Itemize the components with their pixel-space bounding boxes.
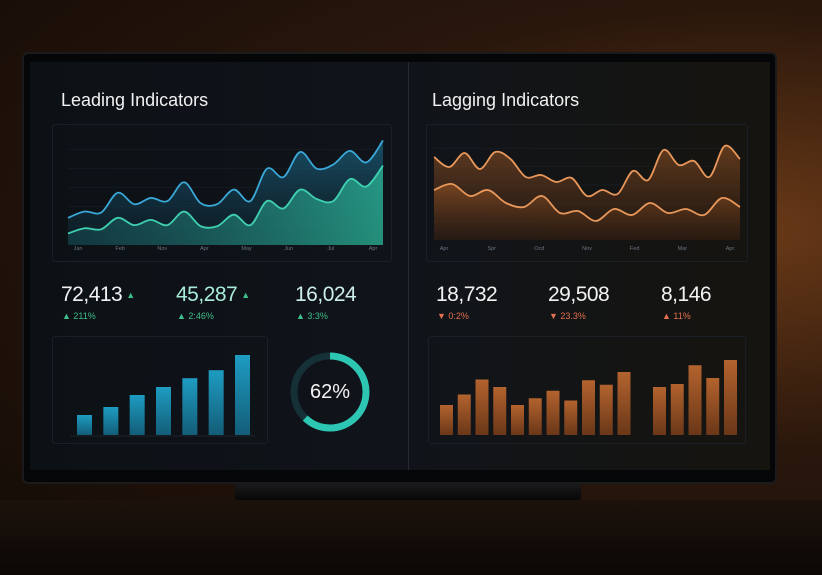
kpi-leading-1: 72,413 ▲ bbox=[61, 283, 135, 307]
kpi-leading-3-delta: ▲ 3:3% bbox=[296, 311, 328, 321]
bar bbox=[103, 407, 119, 435]
series-line bbox=[67, 139, 384, 219]
bar bbox=[511, 405, 524, 435]
bar bbox=[129, 395, 145, 435]
tv-stand bbox=[235, 484, 581, 500]
kpi-lagging-2: 29,508 bbox=[548, 283, 610, 306]
series-area bbox=[434, 183, 740, 240]
kpi-lagging-1-delta: ▼ 0:2% bbox=[437, 311, 469, 321]
bar bbox=[706, 378, 720, 435]
series-line bbox=[433, 183, 741, 222]
leading-line-panel bbox=[52, 124, 392, 262]
kpi-leading-2-delta: ▲ 2:46% bbox=[177, 311, 214, 321]
x-tick-label: Jun bbox=[284, 246, 293, 252]
bar bbox=[653, 387, 666, 435]
series-area bbox=[68, 165, 383, 245]
x-tick-label: Jul bbox=[327, 246, 334, 252]
x-tick-label: Apr bbox=[440, 246, 449, 252]
bar bbox=[564, 400, 578, 435]
bar bbox=[617, 372, 631, 435]
lagging-line-panel bbox=[426, 124, 748, 262]
x-tick-label: Ocd bbox=[534, 246, 544, 252]
kpi-leading-2: 45,287 ▲ bbox=[176, 283, 250, 307]
dashboard-screen bbox=[30, 62, 770, 470]
bar bbox=[493, 387, 507, 435]
x-tick-label: Fed bbox=[630, 246, 639, 252]
donut-label: 62% bbox=[309, 381, 351, 403]
donut-progress bbox=[290, 352, 370, 432]
x-tick-label: Feb bbox=[115, 246, 124, 252]
bar bbox=[599, 384, 613, 435]
kpi-lagging-2-delta: ▼ 23.3% bbox=[549, 311, 586, 321]
bar bbox=[546, 390, 560, 435]
bar bbox=[440, 405, 453, 435]
kpi-lagging-1: 18,732 bbox=[436, 283, 498, 306]
x-tick-label: Jan bbox=[74, 246, 83, 252]
lagging-bar-panel bbox=[428, 336, 746, 444]
bar bbox=[582, 380, 595, 435]
x-tick-label: Nov bbox=[157, 246, 167, 252]
series-line bbox=[67, 164, 384, 235]
bar bbox=[528, 398, 542, 435]
kpi-lagging-3: 8,146 bbox=[661, 283, 712, 306]
bar bbox=[670, 384, 684, 435]
bar bbox=[182, 378, 198, 435]
up-arrow-icon: ▲ bbox=[126, 290, 135, 301]
x-tick-label: Mar bbox=[678, 246, 688, 252]
kpi-lagging-3-delta: ▲ 11% bbox=[662, 311, 691, 321]
x-tick-label: May bbox=[241, 246, 252, 252]
leading-title: Leading Indicators bbox=[61, 90, 209, 110]
panel-divider bbox=[408, 62, 409, 470]
lagging-title: Lagging Indicators bbox=[432, 90, 580, 110]
leading-bar-panel bbox=[52, 336, 268, 444]
kpi-leading-3: 16,024 bbox=[295, 283, 357, 306]
x-tick-label: Spr bbox=[487, 246, 496, 252]
x-tick-label: Apr bbox=[200, 246, 209, 252]
kpi-leading-1-delta: ▲ 211% bbox=[62, 311, 96, 321]
kpi-value: 45,287 bbox=[176, 283, 238, 306]
series-line bbox=[433, 144, 741, 198]
bar bbox=[688, 365, 702, 435]
up-arrow-icon: ▲ bbox=[241, 290, 250, 301]
bar bbox=[457, 394, 471, 435]
x-tick-label: Apr bbox=[369, 246, 378, 252]
bar bbox=[235, 355, 250, 435]
bar bbox=[475, 379, 489, 435]
x-tick-label: Nov bbox=[582, 246, 592, 252]
x-tick-label: Apr bbox=[726, 246, 735, 252]
bar bbox=[77, 415, 92, 435]
floor bbox=[0, 500, 822, 575]
bar bbox=[724, 360, 737, 435]
bar bbox=[156, 387, 171, 435]
kpi-value: 72,413 bbox=[61, 283, 123, 306]
bar bbox=[208, 370, 224, 435]
